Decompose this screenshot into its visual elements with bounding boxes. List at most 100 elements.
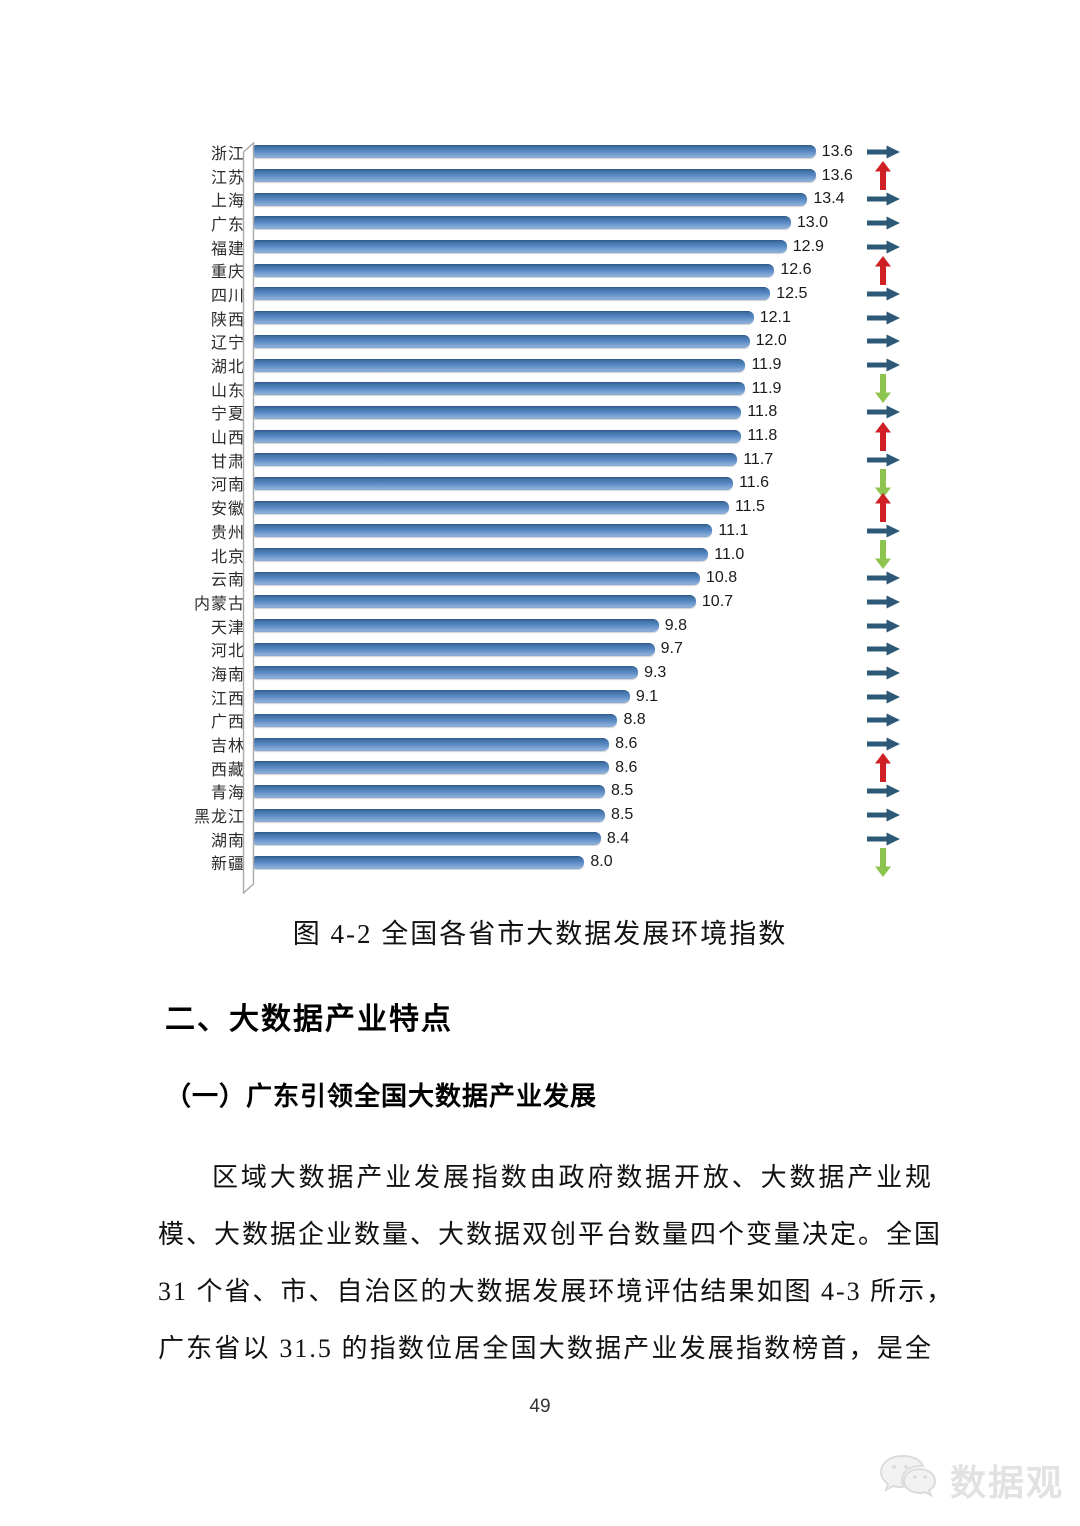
trend-right-icon <box>855 519 911 543</box>
bar <box>254 287 771 301</box>
bar <box>254 548 709 562</box>
trend-up-icon <box>855 255 911 285</box>
chart-row: 内蒙古 10.7 <box>150 590 950 614</box>
watermark-text: 数据观 <box>949 1461 1064 1503</box>
bar <box>254 453 738 467</box>
province-label: 江西 <box>210 690 245 708</box>
section-heading: 二、大数据产业特点 <box>165 1003 453 1036</box>
bar <box>254 571 701 585</box>
trend-down-icon <box>855 540 911 570</box>
value-label: 11.6 <box>739 474 770 492</box>
trend-right-icon <box>855 661 911 685</box>
trend-right-icon <box>855 685 911 709</box>
chart-row: 北京 11.0 <box>150 540 950 570</box>
province-label: 辽宁 <box>210 335 245 353</box>
value-label: 11.9 <box>751 379 782 397</box>
trend-right-icon <box>855 211 911 235</box>
trend-right-icon <box>855 140 911 164</box>
trend-right-icon <box>855 448 911 472</box>
province-label: 湖南 <box>210 832 245 850</box>
chart-row: 黑龙江 8.5 <box>150 803 950 827</box>
trend-right-icon <box>855 401 911 425</box>
chart-row: 贵州 11.1 <box>150 519 950 543</box>
trend-right-icon <box>855 187 911 211</box>
chart-row: 四川 12.5 <box>150 282 950 306</box>
chart-row: 江西 9.1 <box>150 685 950 709</box>
value-label: 8.6 <box>615 758 638 776</box>
province-label: 宁夏 <box>210 406 245 424</box>
province-label: 山西 <box>210 430 245 448</box>
bar <box>254 832 601 846</box>
trend-right-icon <box>855 780 911 804</box>
subsection-heading: （一）广东引领全国大数据产业发展 <box>165 1081 598 1111</box>
chart-row: 甘肃 11.7 <box>150 448 950 472</box>
bar <box>254 405 742 419</box>
value-label: 8.8 <box>623 711 646 729</box>
trend-right-icon <box>855 709 911 733</box>
figure-caption: 图 4-2 全国各省市大数据发展环境指数 <box>292 919 788 949</box>
trend-up-icon <box>855 421 911 451</box>
value-label: 8.5 <box>611 806 634 824</box>
chart-row: 重庆 12.6 <box>150 255 950 285</box>
chart-row: 福建 12.9 <box>150 235 950 259</box>
chart-row: 新疆 8.0 <box>150 847 950 877</box>
value-label: 8.4 <box>606 829 630 847</box>
value-label: 9.8 <box>664 616 687 634</box>
chart-row: 海南 9.3 <box>150 661 950 685</box>
value-label: 11.9 <box>751 356 782 374</box>
value-label: 12.6 <box>780 261 812 279</box>
bar <box>254 713 618 727</box>
value-label: 11.8 <box>747 427 778 445</box>
chart-row: 山东 11.9 <box>150 374 950 404</box>
trend-down-icon <box>855 847 911 877</box>
chart-row: 宁夏 11.8 <box>150 401 950 425</box>
province-label: 内蒙古 <box>193 595 245 613</box>
bar <box>254 855 585 869</box>
chart-row: 西藏 8.6 <box>150 753 950 783</box>
value-label: 13.6 <box>821 166 853 184</box>
province-label: 山东 <box>210 382 245 400</box>
province-label: 重庆 <box>210 264 245 282</box>
paragraph-line: 31 个省、市、自治区的大数据发展环境评估结果如图 4-3 所示， <box>158 1277 955 1306</box>
value-label: 9.1 <box>635 687 659 705</box>
trend-up-icon <box>855 161 911 191</box>
chart-row: 青海 8.5 <box>150 780 950 804</box>
bar <box>254 145 816 159</box>
bar <box>254 619 659 633</box>
page-number: 49 <box>529 1396 551 1417</box>
trend-right-icon <box>855 282 911 306</box>
bar <box>254 595 696 609</box>
bar <box>254 737 610 751</box>
chart-row: 天津 9.8 <box>150 614 950 638</box>
bar <box>254 761 610 775</box>
chart-row: 湖北 11.9 <box>150 353 950 377</box>
trend-right-icon <box>855 637 911 661</box>
paragraph-line: 模、大数据企业数量、大数据双创平台数量四个变量决定。全国 <box>158 1220 943 1249</box>
trend-right-icon <box>855 827 911 851</box>
value-label: 12.1 <box>759 308 791 326</box>
province-label: 青海 <box>210 785 245 803</box>
bar <box>254 334 750 348</box>
trend-right-icon <box>855 235 911 259</box>
value-label: 12.0 <box>755 332 787 350</box>
value-label: 11.8 <box>747 403 778 421</box>
trend-right-icon <box>855 353 911 377</box>
province-label: 河南 <box>210 477 245 495</box>
province-label: 广西 <box>210 714 245 732</box>
value-label: 11.0 <box>714 545 745 563</box>
bar <box>254 642 655 656</box>
chart-row: 江苏 13.6 <box>150 161 950 191</box>
value-label: 8.0 <box>590 853 613 871</box>
value-label: 9.7 <box>660 640 683 658</box>
bar <box>254 240 787 254</box>
chart-row: 河北 9.7 <box>150 637 950 661</box>
province-label: 新疆 <box>210 856 245 874</box>
value-label: 13.4 <box>813 190 845 208</box>
province-label: 四川 <box>210 287 245 305</box>
trend-right-icon <box>855 306 911 330</box>
value-label: 10.8 <box>706 569 738 587</box>
province-label: 河北 <box>210 643 245 661</box>
value-label: 11.1 <box>718 521 749 539</box>
bar <box>254 808 606 822</box>
province-label: 上海 <box>210 193 245 211</box>
